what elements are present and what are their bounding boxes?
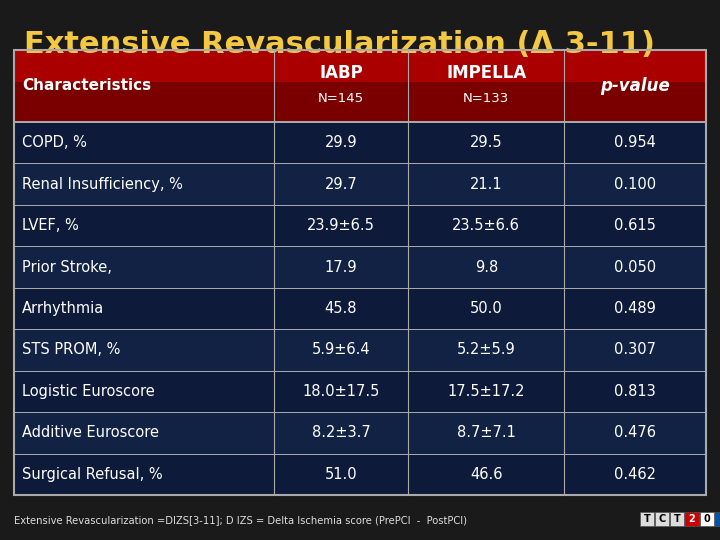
- Bar: [700, 512, 714, 526]
- Text: 45.8: 45.8: [325, 301, 357, 316]
- Text: 9.8: 9.8: [474, 260, 498, 274]
- Text: IMPELLA: IMPELLA: [446, 64, 526, 82]
- Text: p-value: p-value: [600, 77, 670, 95]
- Text: 0: 0: [703, 514, 711, 524]
- Text: 0.100: 0.100: [614, 177, 656, 192]
- Bar: [715, 512, 720, 526]
- Text: T: T: [644, 514, 650, 524]
- Text: 17.9: 17.9: [325, 260, 357, 274]
- Text: Logistic Euroscore: Logistic Euroscore: [22, 384, 155, 399]
- Bar: [655, 512, 669, 526]
- Text: C: C: [658, 514, 665, 524]
- Text: 0.307: 0.307: [614, 342, 656, 357]
- Bar: [14, 246, 706, 288]
- Text: 50.0: 50.0: [470, 301, 503, 316]
- Bar: [14, 122, 706, 164]
- Text: 1: 1: [719, 514, 720, 524]
- Text: 0.476: 0.476: [614, 426, 656, 440]
- Text: COPD, %: COPD, %: [22, 135, 87, 150]
- Text: 17.5±17.2: 17.5±17.2: [448, 384, 525, 399]
- Bar: [14, 288, 706, 329]
- Text: STS PROM, %: STS PROM, %: [22, 342, 120, 357]
- Text: 0.462: 0.462: [614, 467, 656, 482]
- Text: T: T: [674, 514, 680, 524]
- Bar: [14, 329, 706, 370]
- Text: Extensive Revascularization =DIZS[3-11]; D IZS = Delta Ischemia score (PrePCI  -: Extensive Revascularization =DIZS[3-11];…: [14, 515, 467, 525]
- Text: 0.489: 0.489: [614, 301, 656, 316]
- Text: 8.7±7.1: 8.7±7.1: [457, 426, 516, 440]
- Bar: [640, 512, 654, 526]
- Text: 0.050: 0.050: [614, 260, 656, 274]
- Bar: [14, 412, 706, 454]
- Text: 46.6: 46.6: [470, 467, 503, 482]
- Text: 5.9±6.4: 5.9±6.4: [312, 342, 370, 357]
- Bar: [14, 454, 706, 495]
- Text: Renal Insufficiency, %: Renal Insufficiency, %: [22, 177, 183, 192]
- Text: Additive Euroscore: Additive Euroscore: [22, 426, 159, 440]
- Text: Extensive Revascularization (Δ 3-11): Extensive Revascularization (Δ 3-11): [24, 30, 655, 59]
- Text: 8.2±3.7: 8.2±3.7: [312, 426, 370, 440]
- Bar: [14, 370, 706, 412]
- Text: Characteristics: Characteristics: [22, 78, 151, 93]
- Bar: [14, 205, 706, 246]
- Text: Surgical Refusal, %: Surgical Refusal, %: [22, 467, 163, 482]
- Bar: [14, 50, 706, 122]
- Text: IABP: IABP: [319, 64, 363, 82]
- Text: Prior Stroke,: Prior Stroke,: [22, 260, 112, 274]
- Bar: [14, 50, 706, 495]
- Text: 21.1: 21.1: [470, 177, 503, 192]
- Text: 18.0±17.5: 18.0±17.5: [302, 384, 379, 399]
- Bar: [14, 164, 706, 205]
- Text: 29.5: 29.5: [470, 135, 503, 150]
- Text: 29.9: 29.9: [325, 135, 357, 150]
- Text: Arrhythmia: Arrhythmia: [22, 301, 104, 316]
- Text: N=145: N=145: [318, 92, 364, 105]
- Text: 0.954: 0.954: [614, 135, 656, 150]
- Bar: [685, 512, 699, 526]
- Text: LVEF, %: LVEF, %: [22, 218, 78, 233]
- Text: N=133: N=133: [463, 92, 510, 105]
- Text: 5.2±5.9: 5.2±5.9: [457, 342, 516, 357]
- Bar: [14, 50, 706, 122]
- Bar: [670, 512, 684, 526]
- Text: 0.615: 0.615: [614, 218, 656, 233]
- Text: 29.7: 29.7: [325, 177, 357, 192]
- Text: 2: 2: [688, 514, 696, 524]
- Bar: [14, 50, 706, 83]
- Text: 23.9±6.5: 23.9±6.5: [307, 218, 375, 233]
- Text: 51.0: 51.0: [325, 467, 357, 482]
- Text: 0.813: 0.813: [614, 384, 656, 399]
- Text: 23.5±6.6: 23.5±6.6: [452, 218, 521, 233]
